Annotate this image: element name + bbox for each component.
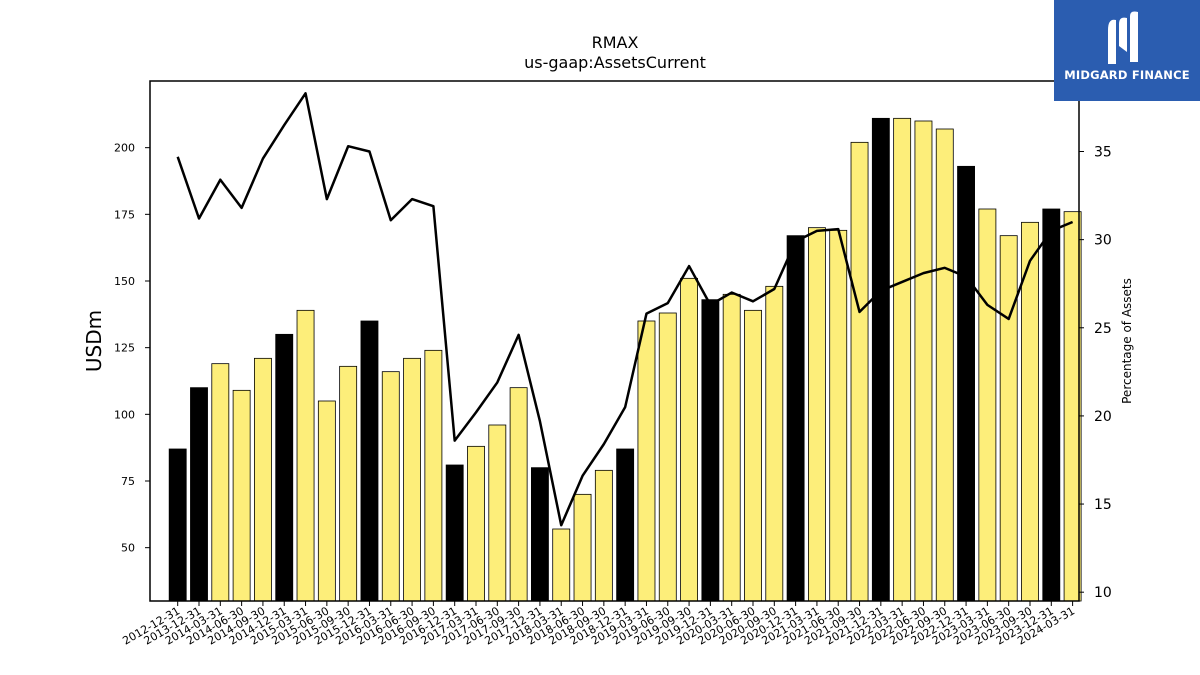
bar-2014-12-31: [275, 333, 294, 602]
bar-2020-09-30: [765, 285, 784, 602]
bar-2016-09-30: [424, 349, 443, 602]
bar-2014-03-31: [211, 363, 230, 602]
y2-tick-label-30: 30: [1094, 233, 1112, 249]
y-tick-label-50: 50: [121, 542, 135, 555]
bar-2013-12-31: [190, 387, 208, 602]
bar-2021-09-30: [850, 141, 869, 602]
chart-title: RMAX: [592, 33, 639, 52]
bar-2022-06-30: [914, 120, 933, 602]
bar-2017-03-31: [467, 445, 485, 602]
chart-subtitle: us-gaap:AssetsCurrent: [524, 53, 706, 72]
bar-2021-12-31: [871, 117, 890, 602]
brand-logo: MIDGARD FINANCE: [1054, 0, 1200, 101]
y-tick-label-100: 100: [114, 408, 135, 421]
bar-2021-06-30: [829, 229, 848, 602]
bar-2016-03-31: [381, 371, 400, 602]
percentage-line: [176, 92, 1074, 527]
midgard-m-logo-icon: [1108, 11, 1138, 64]
bar-2017-06-30: [488, 424, 507, 602]
bar-2019-06-30: [658, 312, 677, 602]
bar-2023-03-31: [978, 208, 997, 602]
y-axis-label: USDm: [82, 310, 106, 372]
bar-2019-03-31: [637, 320, 656, 602]
y-tick-label-175: 175: [114, 208, 135, 221]
y-tick-label-75: 75: [121, 475, 135, 488]
y-axis-right: 10 15 20 25 30 35: [1079, 145, 1112, 601]
y2-tick-label-25: 25: [1094, 321, 1112, 337]
bars-layer: [168, 117, 1082, 602]
brand-logo-text: MIDGARD FINANCE: [1064, 68, 1190, 82]
bar-2012-12-31: [168, 448, 187, 602]
y2-tick-label-10: 10: [1094, 585, 1112, 601]
bar-2020-06-30: [744, 309, 762, 602]
bar-2018-03-31: [552, 528, 571, 602]
bar-2022-12-31: [957, 165, 975, 602]
bar-2018-12-31: [616, 448, 635, 602]
bar-2022-09-30: [935, 128, 954, 602]
bar-2015-09-30: [339, 365, 358, 602]
y2-tick-label-20: 20: [1094, 409, 1112, 425]
bar-2020-12-31: [786, 235, 805, 602]
bar-2015-06-30: [317, 400, 336, 602]
bar-2014-06-30: [232, 389, 251, 602]
bar-2017-09-30: [509, 387, 528, 602]
y-tick-label-150: 150: [114, 275, 135, 288]
line-layer: [176, 92, 1074, 527]
bar-2022-03-31: [893, 117, 912, 602]
plot-frame: [149, 80, 1080, 602]
bar-2015-03-31: [296, 309, 315, 602]
bar-2019-09-30: [680, 277, 698, 602]
y2-axis-label: Percentage of Assets: [1120, 278, 1134, 404]
bar-2021-03-31: [807, 227, 826, 602]
bar-2014-09-30: [254, 357, 272, 602]
bar-2018-09-30: [594, 469, 613, 602]
y-tick-label-125: 125: [114, 342, 135, 355]
bar-2016-12-31: [445, 464, 464, 602]
bar-2019-12-31: [701, 299, 720, 602]
bar-2023-12-31: [1042, 208, 1061, 602]
bar-2016-06-30: [403, 357, 422, 602]
y2-tick-label-35: 35: [1094, 145, 1112, 161]
bar-2017-12-31: [531, 467, 549, 602]
bar-2015-12-31: [360, 320, 379, 602]
y-axis-left: 50 75 100 125 150 175 200: [114, 142, 150, 555]
bar-2020-03-31: [722, 293, 741, 602]
x-axis: 2012-12-312013-12-312014-03-312014-06-30…: [120, 601, 1077, 648]
bar-2018-06-30: [573, 493, 592, 602]
y-tick-label-200: 200: [114, 142, 135, 155]
y2-tick-label-15: 15: [1094, 497, 1112, 513]
bar-2023-06-30: [999, 235, 1018, 602]
